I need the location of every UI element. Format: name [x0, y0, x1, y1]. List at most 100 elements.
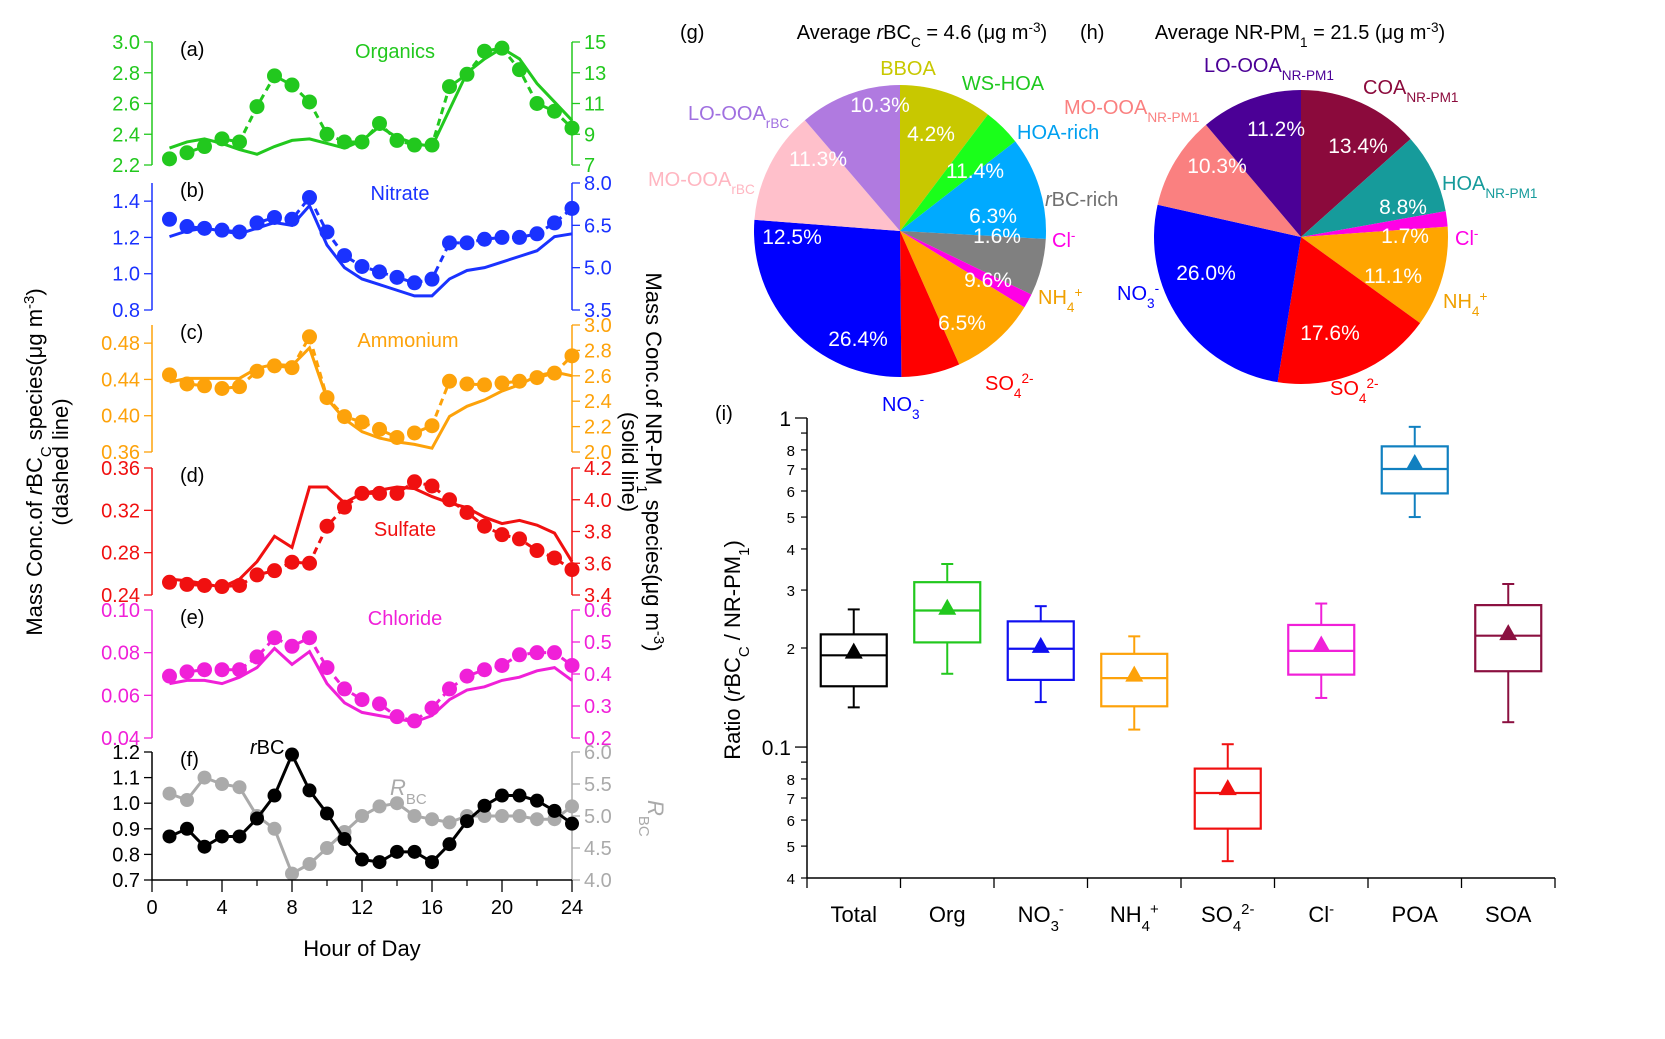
data-point	[354, 692, 370, 708]
right-tick-label: 2.8	[584, 340, 612, 362]
data-point	[529, 96, 545, 111]
category-label: Org	[929, 902, 966, 927]
slice-percent-label: 11.4%	[946, 160, 1004, 183]
data-point	[389, 485, 405, 501]
category-label: NO3-	[1018, 901, 1064, 935]
data-point	[337, 681, 352, 697]
slice-name-label: COANR-PM1	[1363, 77, 1458, 105]
rbc-line	[168, 750, 573, 864]
right-y-axis-note: (solid line)	[617, 412, 642, 512]
box-3: NH4+	[1100, 635, 1169, 935]
slice-percent-label: 13.4%	[1328, 135, 1388, 158]
pie-title: Average NR-PM1 = 21.5 (μg m-3)	[1155, 20, 1445, 50]
solid-line	[169, 202, 573, 298]
slice-name-label: Cl-	[1052, 228, 1075, 253]
y-minor-tick-label: 4	[787, 871, 795, 888]
data-point	[197, 378, 212, 394]
panel-tag: (f)	[180, 749, 199, 771]
data-point	[319, 660, 335, 676]
data-point	[284, 211, 300, 227]
data-point	[214, 579, 230, 595]
pie-slice	[900, 85, 988, 231]
slice-percent-label: 11.1%	[1364, 265, 1422, 288]
y-minor-tick-label: 6	[787, 813, 795, 830]
pie-slice	[900, 231, 1032, 308]
pie-slice	[900, 231, 1025, 365]
y-minor-tick-label: 4	[787, 542, 795, 559]
slice-percent-label: 8.8%	[1379, 196, 1427, 219]
data-point	[179, 145, 195, 161]
data-point	[389, 429, 405, 445]
right-tick-label: 3.6	[584, 553, 612, 575]
slice-percent-label: 6.5%	[938, 312, 986, 335]
left-y-axis-note: (dashed line)	[48, 398, 73, 525]
data-point	[249, 99, 265, 115]
slice-name-label: NO3-	[1117, 281, 1159, 311]
data-point	[267, 563, 282, 579]
data-point	[179, 664, 195, 680]
data-point	[179, 219, 195, 235]
right-tick-label: 3.5	[584, 300, 612, 322]
rbc-point	[197, 839, 212, 854]
rbc-ratio-point	[267, 821, 282, 836]
rbc-point	[512, 788, 527, 803]
data-point	[302, 94, 317, 110]
data-point	[162, 367, 177, 383]
data-point	[319, 224, 335, 240]
pie-slice	[1301, 139, 1446, 237]
rbc-ratio-point	[372, 799, 387, 814]
pie-chart-h: 13.4% COANR-PM1 8.8% HOANR-PM1 1.7% Cl- 11.1% N…	[1064, 20, 1537, 406]
data-point	[547, 645, 562, 661]
category-label: POA	[1392, 902, 1439, 927]
rbc-point	[460, 814, 474, 829]
data-point	[424, 700, 440, 716]
pie-slice	[804, 85, 900, 231]
data-point	[407, 425, 422, 441]
data-point	[249, 567, 265, 583]
y-major-tick-label: 0.1	[762, 737, 791, 760]
data-point	[232, 577, 247, 593]
rbc-point	[250, 811, 264, 826]
left-y-axis-label: Mass Conc.of rBCC species(μg m-3)	[21, 288, 55, 635]
right-tick-label: 0.4	[584, 664, 612, 686]
data-point	[354, 414, 370, 430]
data-point	[564, 200, 580, 216]
data-point	[407, 474, 422, 490]
data-point	[267, 630, 282, 646]
rbc-ratio-point	[197, 770, 212, 785]
data-point	[302, 555, 317, 571]
category-label: Cl-	[1308, 901, 1334, 928]
box-4: SO42-	[1193, 743, 1262, 935]
rbc-point	[495, 788, 509, 803]
panel-tag: (h)	[1080, 22, 1104, 44]
rbc-ratio-point	[425, 812, 439, 827]
series-title: Sulfate	[374, 519, 436, 541]
pie-slice	[900, 231, 1046, 295]
rbc-ratio-point	[285, 866, 299, 881]
dashed-line	[169, 46, 574, 161]
box-2: NO3-	[1006, 605, 1075, 935]
box-iqr	[1474, 604, 1543, 673]
data-point	[459, 668, 475, 684]
data-point	[547, 103, 562, 119]
series-title: Organics	[355, 41, 435, 63]
series-title: Nitrate	[371, 183, 430, 205]
left-tick-label: 3.0	[112, 32, 140, 54]
data-point	[214, 222, 230, 238]
data-point	[249, 215, 265, 231]
box-iqr	[1006, 620, 1075, 681]
data-point	[512, 647, 527, 663]
data-point	[424, 418, 440, 434]
category-label: SO42-	[1201, 901, 1254, 935]
y-minor-tick-label: 2	[787, 641, 795, 658]
right-axis-label-rbc: RBC	[636, 800, 669, 837]
rbc-point	[180, 821, 194, 836]
mean-marker	[938, 598, 957, 615]
data-point	[232, 662, 247, 678]
data-point	[564, 657, 580, 673]
slice-percent-label: 11.2%	[1247, 118, 1305, 141]
left-tick-label: 2.6	[112, 94, 140, 116]
left-tick-label: 1.2	[112, 227, 140, 249]
slice-percent-label: 10.3%	[1187, 155, 1247, 178]
rbc-point	[162, 829, 177, 844]
